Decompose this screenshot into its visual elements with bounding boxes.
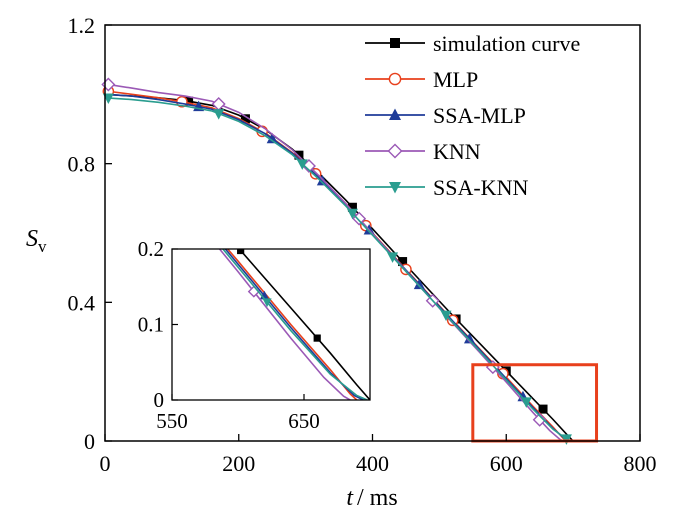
y-axis-variable: S <box>26 226 38 252</box>
inset-y-ticks: 0 0.1 0.2 <box>138 237 178 412</box>
inset-x-tick-label: 550 <box>156 409 188 433</box>
legend-marker <box>390 38 400 48</box>
inset-series-mlp <box>226 249 358 400</box>
inset-series-line <box>224 249 364 400</box>
inset-y-tick-label: 0.2 <box>138 237 164 261</box>
data-point <box>532 412 547 427</box>
legend-label: MLP <box>433 67 478 92</box>
data-point <box>538 404 548 414</box>
data-point <box>440 310 452 322</box>
data-point <box>213 109 225 120</box>
series-ssa-knn <box>102 93 573 445</box>
legend-item: KNN <box>365 139 481 164</box>
y-tick-label: 0.4 <box>68 290 96 315</box>
highlight-box-group <box>471 363 599 443</box>
y-tick-label: 0.8 <box>68 152 96 177</box>
inset-series-line <box>218 249 351 400</box>
inset-series-line <box>221 249 368 400</box>
data-point <box>387 252 399 263</box>
legend-label: simulation curve <box>433 31 580 56</box>
legend-marker <box>387 143 403 159</box>
legend-label: SSA-KNN <box>433 175 528 200</box>
y-axis-label: Sv <box>26 226 47 256</box>
data-point <box>266 132 278 144</box>
main-plot: 0 200 400 600 800 0 0.4 0.8 1.2 <box>68 13 657 476</box>
legend-marker <box>389 108 401 120</box>
inset-series-line <box>226 249 358 400</box>
y-axis-subscript: v <box>38 237 47 256</box>
inset-series-group <box>218 249 370 400</box>
x-tick-label: 400 <box>356 451 389 476</box>
data-point <box>346 208 358 220</box>
inset-series-ssa-knn <box>221 249 368 400</box>
series-line <box>104 97 573 442</box>
data-point <box>463 332 475 344</box>
x-tick-label: 600 <box>490 451 523 476</box>
data-point <box>520 397 532 408</box>
x-axis-label: t / ms <box>346 485 397 511</box>
inset-x-ticks: 550 650 <box>156 394 320 433</box>
data-point <box>296 159 308 170</box>
x-axis-unit: / ms <box>357 485 398 511</box>
inset-plot: 550 650 0 0.1 0.2 <box>138 237 371 433</box>
legend-marker <box>388 72 402 86</box>
data-point <box>413 278 425 290</box>
data-point <box>294 150 304 160</box>
legend: simulation curve MLP SSA-MLP KNN SSA-KNN <box>365 31 580 200</box>
x-axis-variable: t <box>346 485 354 511</box>
x-tick-label: 800 <box>624 451 657 476</box>
inset-data-point <box>313 334 321 342</box>
inset-background <box>172 249 370 400</box>
y-tick-label: 1.2 <box>68 13 96 38</box>
x-tick-label: 200 <box>222 451 255 476</box>
legend-label: SSA-MLP <box>433 103 526 128</box>
data-point <box>240 114 250 124</box>
inset-y-tick-label: 0 <box>154 388 165 412</box>
data-point <box>398 257 408 267</box>
inset-x-tick-label: 650 <box>288 409 320 433</box>
data-point <box>184 96 194 106</box>
x-tick-label: 0 <box>100 451 111 476</box>
legend-item: simulation curve <box>365 31 580 56</box>
zoom-highlight-box <box>471 363 599 443</box>
legend-label: KNN <box>433 139 481 164</box>
y-tick-label: 0 <box>84 429 95 454</box>
inset-series-line <box>238 249 370 400</box>
main-y-ticks: 0 0.4 0.8 1.2 <box>68 13 112 454</box>
inset-y-tick-label: 0.1 <box>138 313 164 337</box>
legend-marker <box>389 182 401 194</box>
legend-item: MLP <box>365 67 478 92</box>
legend-item: SSA-MLP <box>365 103 526 128</box>
inset-series-simulation-curve <box>237 249 370 400</box>
data-point <box>347 202 357 212</box>
legend-item: SSA-KNN <box>365 175 528 200</box>
inset-data-point <box>262 298 272 308</box>
inset-data-point <box>237 249 245 255</box>
main-x-ticks: 0 200 400 600 800 <box>100 434 657 476</box>
